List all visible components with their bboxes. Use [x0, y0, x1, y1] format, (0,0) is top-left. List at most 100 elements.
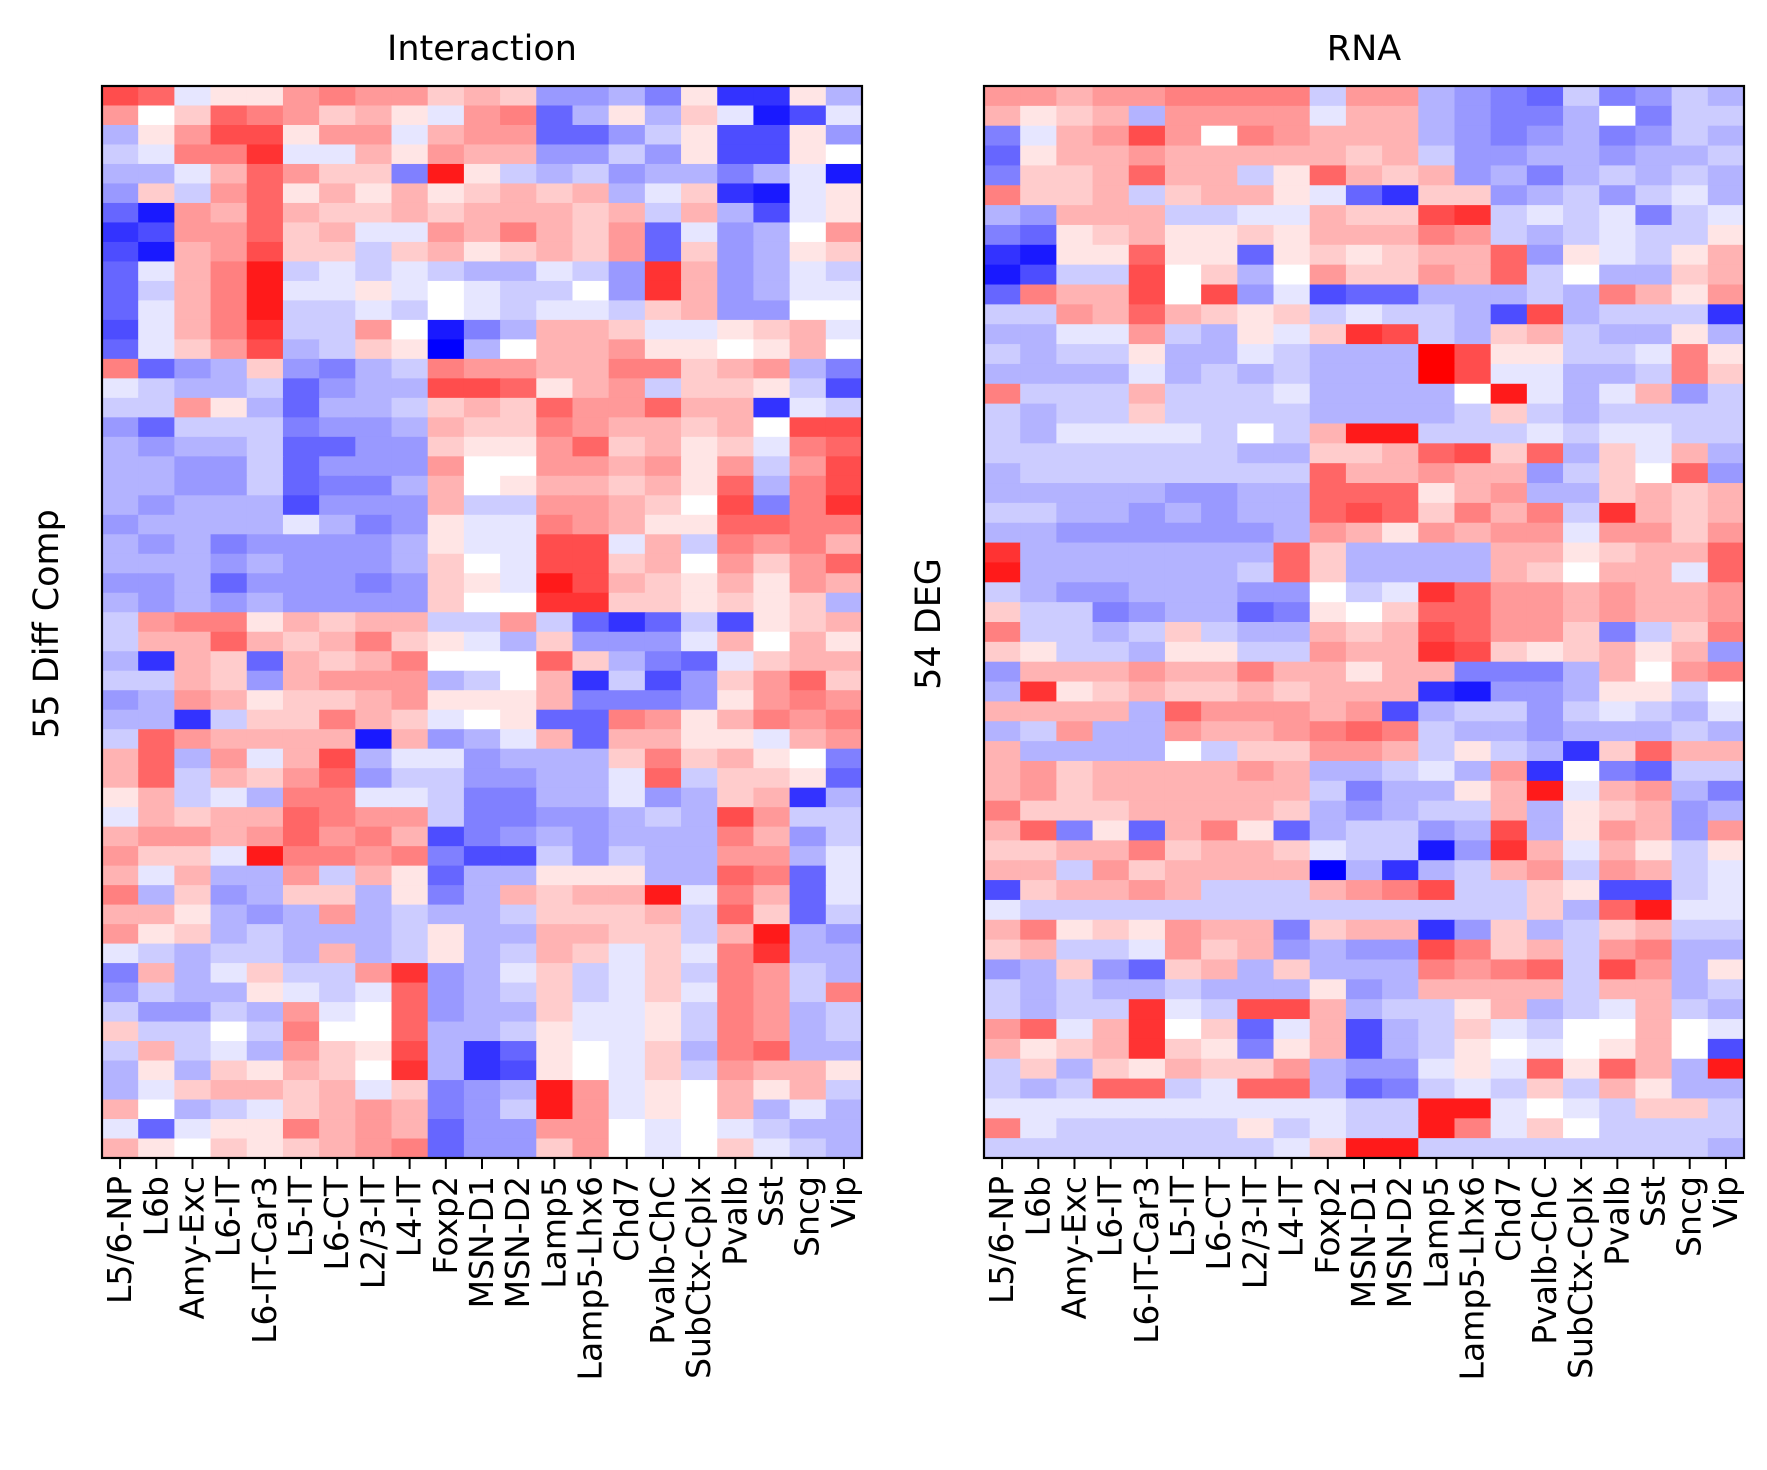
- rna-heatmap-cell: [1237, 899, 1275, 921]
- interaction-heatmap-cell: [102, 475, 139, 496]
- interaction-heatmap-cell: [391, 904, 429, 925]
- interaction-heatmap-cell: [644, 456, 682, 477]
- rna-heatmap-cell: [1056, 1118, 1094, 1139]
- rna-heatmap-cell: [1164, 602, 1202, 623]
- rna-heatmap-cell: [1418, 1078, 1456, 1100]
- rna-heatmap-cell: [1526, 1019, 1564, 1040]
- interaction-heatmap-cell: [463, 787, 501, 808]
- interaction-heatmap-cell: [536, 729, 574, 750]
- rna-heatmap-cell: [1056, 681, 1094, 703]
- interaction-heatmap-cell: [536, 534, 574, 555]
- rna-heatmap-cell: [1020, 443, 1057, 464]
- interaction-heatmap-cell: [825, 1002, 863, 1023]
- interaction-heatmap-cell: [391, 417, 429, 438]
- rna-heatmap-cell: [1201, 1078, 1238, 1100]
- interaction-heatmap-cell: [282, 222, 320, 243]
- rna-heatmap-cell: [1671, 105, 1709, 127]
- rna-heatmap-cell: [1309, 721, 1347, 742]
- interaction-heatmap-cell: [138, 86, 175, 107]
- rna-heatmap-cell: [984, 880, 1021, 901]
- rna-heatmap-cell: [1020, 780, 1057, 802]
- rna-heatmap-cell: [1418, 999, 1456, 1020]
- interaction-heatmap-cell: [644, 1060, 682, 1081]
- interaction-heatmap-cell: [717, 86, 755, 107]
- rna-heatmap-cell: [1635, 1118, 1673, 1139]
- rna-heatmap-cell: [1707, 840, 1745, 861]
- rna-heatmap-cell: [1237, 959, 1275, 980]
- rna-heatmap-cell: [1056, 1138, 1094, 1159]
- interaction-heatmap-cell: [717, 787, 755, 808]
- interaction-heatmap-cell: [174, 807, 212, 828]
- rna-heatmap-cell: [1382, 999, 1419, 1020]
- interaction-heatmap-cell: [536, 709, 574, 730]
- rna-heatmap-cell: [1382, 1098, 1419, 1119]
- interaction-heatmap-cell: [391, 300, 429, 321]
- rna-heatmap-cell: [1056, 344, 1094, 365]
- interaction-heatmap-cell: [319, 1041, 356, 1062]
- interaction-heatmap-cell: [644, 631, 682, 652]
- interaction-heatmap-cell: [355, 826, 393, 847]
- interaction-heatmap-cell: [608, 631, 646, 652]
- interaction-heatmap-cell: [210, 1021, 248, 1042]
- rna-heatmap-cell: [1526, 939, 1564, 961]
- interaction-heatmap-cell: [753, 1060, 791, 1081]
- interaction-heatmap-cell: [644, 163, 682, 185]
- interaction-heatmap-cell: [789, 514, 827, 535]
- interaction-heatmap-cell: [427, 748, 465, 769]
- interaction-heatmap-cell: [644, 807, 682, 828]
- rna-heatmap-cell: [1164, 383, 1202, 405]
- rna-heatmap-cell: [1092, 919, 1130, 941]
- rna-heatmap-cell: [1309, 502, 1347, 524]
- rna-heatmap-cell: [1418, 1118, 1456, 1139]
- rna-heatmap-cell: [1056, 939, 1094, 961]
- interaction-heatmap-cell: [246, 690, 284, 711]
- interaction-heatmap-cell: [608, 748, 646, 769]
- rna-heatmap-cell: [1418, 681, 1456, 703]
- interaction-heatmap-cell: [644, 924, 682, 945]
- rna-heatmap-cell: [1201, 383, 1238, 405]
- rna-heatmap-cell: [1418, 641, 1456, 663]
- interaction-heatmap-cell: [355, 514, 393, 535]
- rna-heatmap-cell: [1526, 741, 1564, 762]
- interaction-heatmap-cell: [319, 378, 356, 399]
- interaction-heatmap-cell: [608, 904, 646, 925]
- interaction-heatmap-cell: [681, 631, 718, 652]
- interaction-heatmap-cell: [753, 1002, 791, 1023]
- rna-heatmap-cell: [1164, 483, 1202, 504]
- rna-heatmap-cell: [1490, 185, 1528, 206]
- interaction-heatmap-cell: [427, 475, 465, 496]
- interaction-heatmap-cell: [681, 885, 718, 906]
- interaction-heatmap-cell: [102, 924, 139, 945]
- rna-heatmap-cell: [1309, 483, 1347, 504]
- interaction-heatmap-cell: [717, 280, 755, 301]
- interaction-heatmap-cell: [427, 826, 465, 847]
- interaction-heatmap-cell: [717, 631, 755, 652]
- interaction-heatmap-cell: [355, 534, 393, 555]
- interaction-heatmap-cell: [789, 807, 827, 828]
- rna-heatmap-cell: [1309, 661, 1347, 683]
- rna-heatmap-cell: [1382, 641, 1419, 663]
- rna-heatmap-cell: [1345, 165, 1383, 186]
- rna-heatmap-cell: [984, 264, 1021, 286]
- rna-heatmap-cell: [1454, 641, 1492, 663]
- interaction-heatmap-cell: [753, 534, 791, 555]
- rna-heatmap-cell: [1490, 880, 1528, 901]
- rna-heatmap-cell: [1345, 860, 1383, 881]
- rna-heatmap-cell: [1309, 622, 1347, 643]
- interaction-heatmap-cell: [608, 339, 646, 360]
- rna-heatmap-cell: [1092, 880, 1130, 901]
- rna-heatmap-cell: [1563, 522, 1600, 544]
- rna-heatmap-cell: [1599, 205, 1637, 226]
- interaction-heatmap-cell: [789, 202, 827, 224]
- interaction-heatmap-cell: [717, 826, 755, 847]
- interaction-heatmap-cell: [825, 709, 863, 730]
- rna-heatmap-cell: [1563, 1019, 1600, 1040]
- rna-heatmap-cell: [1563, 542, 1600, 564]
- rna-heatmap-cell: [1164, 86, 1202, 107]
- interaction-heatmap-cell: [789, 592, 827, 613]
- rna-heatmap-cell: [1092, 105, 1130, 127]
- interaction-heatmap-cell: [174, 1099, 212, 1120]
- rna-heatmap-cell: [1418, 86, 1456, 107]
- rna-heatmap-cell: [1490, 820, 1528, 841]
- interaction-heatmap-cell: [681, 865, 718, 886]
